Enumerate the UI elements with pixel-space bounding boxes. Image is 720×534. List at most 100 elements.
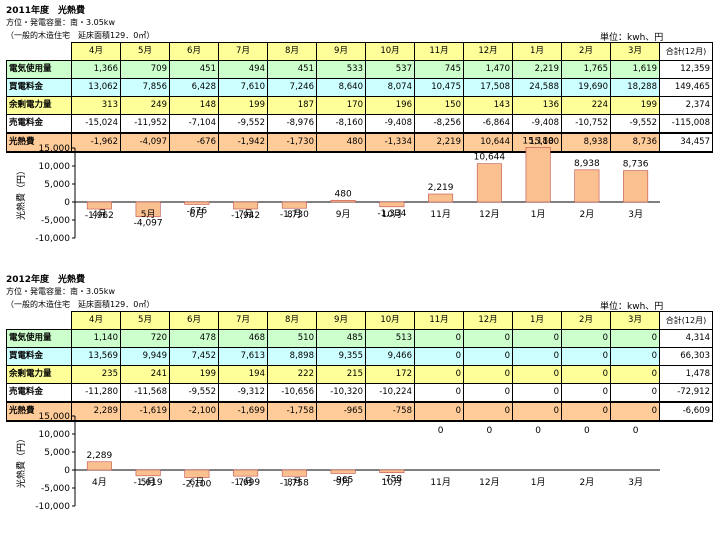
table-cell: 9,949 [120,347,170,366]
table-cell: 8,898 [267,347,317,366]
bar-chart-2012: -10,000 -5,000 0 5,000 10,000 15,000 光熱費（円） 2,2… [15,412,660,512]
table-cell: 537 [365,60,415,79]
data-label: 10,644 [474,153,506,163]
table-row: 買電料金 13,569 9,949 7,452 7,613 8,898 9,355 9,466… [6,347,713,366]
table-cell: 7,452 [169,347,219,366]
row-total: 34,457 [659,132,713,153]
table-cell: 2,219 [414,132,464,153]
x-tick-label: 4月 [92,209,107,220]
row-label: 売電料金 [6,383,72,403]
table-cell: 1,470 [463,60,513,79]
y-axis-title: 光熱費（円） [15,434,27,488]
y-tick-label: 5,000 [44,180,70,190]
month-header: 10月 [365,42,415,61]
data-label: -758 [382,475,403,485]
table-cell: -9,552 [169,383,219,403]
table-cell: 0 [610,401,660,422]
x-tick-label: 5月 [141,209,156,220]
x-tick-label: 1月 [531,209,546,220]
table-cell: 187 [267,96,317,115]
month-header: 5月 [120,42,170,61]
table-cell: 513 [365,329,415,348]
table-cell: -11,952 [120,114,170,134]
row-label: 電気使用量 [6,60,72,79]
table-cell: 0 [561,383,611,403]
data-label: 0 [584,426,590,436]
table-info2-2011: （一般的木造住宅 延床面積129．0㎡） [6,31,155,40]
table-cell: -9,408 [365,114,415,134]
table-cell: 0 [414,383,464,403]
month-header: 6月 [169,42,219,61]
month-header: 2月 [561,311,611,330]
data-label: -2,100 [182,480,211,490]
data-label: -965 [333,475,353,485]
row-total: 1,478 [659,365,713,384]
table-cell: 199 [169,365,219,384]
table-cell: 0 [463,329,513,348]
table-cell: 720 [120,329,170,348]
y-tick-label: 15,000 [39,412,71,422]
table-cell: 313 [71,96,121,115]
data-label: 2,219 [428,183,454,193]
x-tick-label: 5月 [141,477,156,488]
table-cell: 0 [610,365,660,384]
table-cell: 143 [463,96,513,115]
table-row: 光熱費 2,289 -1,619 -2,100 -1,699 -1,758 -965 -758… [6,401,713,422]
table-cell: 215 [316,365,366,384]
table-info-2011: 方位・発電容量：南・3.05kw [6,18,115,27]
bar [184,201,210,205]
x-tick-label: 6月 [190,209,205,220]
table-row: 余剰電力量 235 241 199 194 222 215 172 0 0 0 0 0 1,478 [6,365,713,384]
x-tick-label: 2月 [580,477,595,488]
x-tick-label: 10月 [382,477,402,488]
data-label: 0 [438,426,444,436]
table-cell: -9,552 [610,114,660,134]
month-header: 10月 [365,311,415,330]
table-cell: 10,644 [463,132,513,153]
data-label: -1,758 [280,478,309,488]
unit-label-2011: 単位：kwh、円 [600,33,664,43]
table-cell: -7,104 [169,114,219,134]
y-tick-label: 10,000 [39,430,71,440]
month-header: 5月 [120,311,170,330]
table-cell: 1,140 [71,329,121,348]
table-cell: 451 [267,60,317,79]
table-cell: -15,024 [71,114,121,134]
table-cell: 533 [316,60,366,79]
y-tick-label: -5,000 [41,484,70,494]
table-cell: 13,569 [71,347,121,366]
data-label: -1,942 [231,211,260,221]
y-tick-label: 0 [64,466,70,476]
row-label: 売電料金 [6,114,72,134]
month-header: 7月 [218,42,268,61]
row-label: 余剰電力量 [6,96,72,115]
data-label: 2,289 [86,451,112,461]
table-cell: -10,656 [267,383,317,403]
x-tick-label: 9月 [336,209,351,220]
table-cell: 510 [267,329,317,348]
bar-chart-2011: -10,000 -5,000 0 5,000 10,000 15,000 光熱費（円） -1,… [15,136,660,244]
table-cell: 480 [316,132,366,153]
y-tick-label: -10,000 [35,502,70,512]
row-total: -115,008 [659,114,713,134]
table-cell: -10,224 [365,383,415,403]
table-cell: 0 [561,365,611,384]
table-cell: 7,610 [218,78,268,97]
bar [330,199,356,203]
table-cell: 249 [120,96,170,115]
total-header: 合計(12月) [659,42,713,61]
bar [233,469,259,477]
bar [135,201,161,218]
row-total: -6,609 [659,401,713,422]
row-label: 買電料金 [6,347,72,366]
table-cell: -2,100 [169,401,219,422]
data-label: -1,334 [377,209,406,219]
table-info-2012: 方位・発電容量：南・3.05kw [6,287,115,296]
table-cell: 745 [414,60,464,79]
table-cell: 170 [316,96,366,115]
row-total: 149,465 [659,78,713,97]
table-row: 電気使用量 1,366 709 451 494 451 533 537 745 1,470 2,21… [6,60,713,79]
month-header: 4月 [71,42,121,61]
month-header: 8月 [267,311,317,330]
table-cell: 0 [463,401,513,422]
